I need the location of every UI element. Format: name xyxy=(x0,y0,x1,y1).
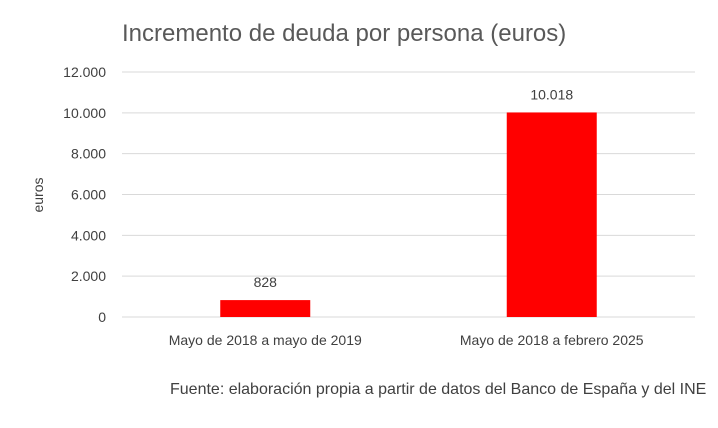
x-tick-label: Mayo de 2018 a febrero 2025 xyxy=(460,332,644,348)
bar xyxy=(220,300,311,317)
y-tick-label: 12.000 xyxy=(63,64,106,80)
y-tick-label: 4.000 xyxy=(71,227,106,243)
data-label: 828 xyxy=(254,274,278,290)
y-tick-label: 6.000 xyxy=(71,187,106,203)
y-tick-label: 0 xyxy=(98,309,106,325)
bar xyxy=(506,112,597,317)
y-tick-label: 10.000 xyxy=(63,105,106,121)
chart-title: Incremento de deuda por persona (euros) xyxy=(122,20,566,47)
y-tick-label: 2.000 xyxy=(71,268,106,284)
data-label: 10.018 xyxy=(530,86,573,102)
y-axis-label: euros xyxy=(30,177,46,212)
source-note: Fuente: elaboración propia a partir de d… xyxy=(170,381,707,398)
x-tick-label: Mayo de 2018 a mayo de 2019 xyxy=(169,332,362,348)
y-tick-label: 8.000 xyxy=(71,146,106,162)
